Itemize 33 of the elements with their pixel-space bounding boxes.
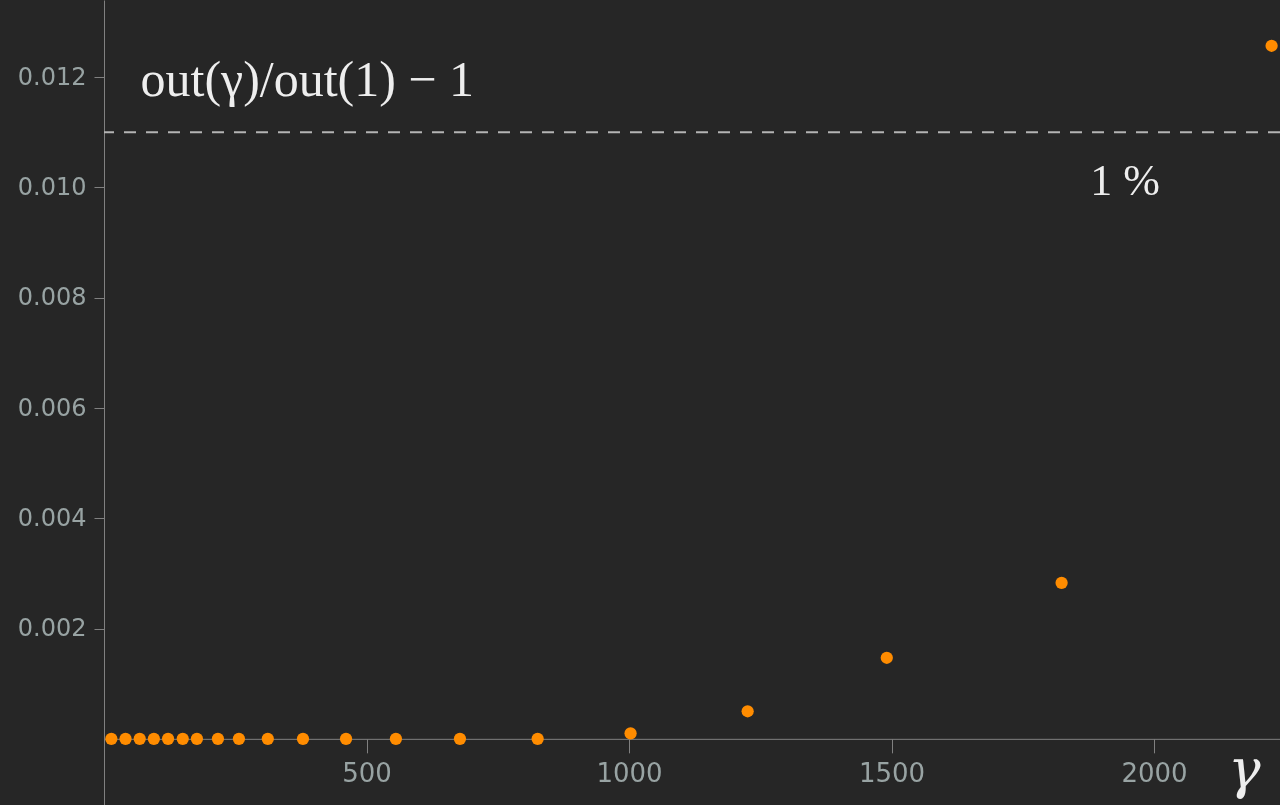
x-tick-label: 1500	[858, 758, 926, 789]
point	[1265, 39, 1278, 52]
point	[624, 727, 637, 740]
point	[232, 732, 246, 745]
x-tick-label: 500	[342, 758, 392, 789]
y-tick-label: 0.010	[17, 172, 87, 201]
x-axis-title: γ	[1228, 738, 1262, 802]
y-tick-label: 0.012	[17, 62, 87, 91]
y-tick-label: 0.008	[17, 283, 87, 312]
point	[741, 705, 754, 718]
point	[296, 732, 310, 745]
point	[147, 732, 160, 745]
point	[261, 732, 274, 745]
point	[389, 732, 403, 745]
point	[190, 732, 204, 745]
point	[211, 732, 225, 745]
point	[161, 732, 175, 745]
point	[119, 732, 132, 745]
y-tick-label: 0.002	[17, 614, 87, 643]
y-tick-label: 0.006	[17, 393, 87, 422]
point	[176, 732, 189, 745]
ref-line-label: 1 %	[1090, 156, 1160, 206]
point	[531, 732, 544, 745]
point	[453, 732, 467, 745]
point	[1055, 576, 1068, 589]
x-tick-label: 1000	[596, 758, 663, 789]
point	[133, 732, 146, 745]
y-tick-label: 0.004	[17, 503, 87, 532]
y-axis-title: out(γ)/out(1) − 1	[140, 50, 475, 107]
point	[105, 732, 118, 745]
point	[339, 732, 353, 745]
x-tick-label: 2000	[1121, 758, 1188, 789]
point	[880, 651, 893, 664]
